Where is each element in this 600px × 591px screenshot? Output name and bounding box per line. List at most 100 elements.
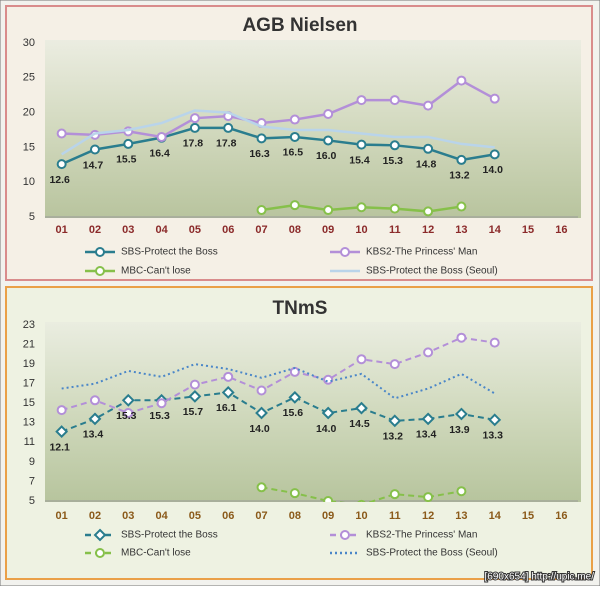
marker <box>221 386 235 399</box>
y-tick-label: 5 <box>29 495 35 507</box>
marker <box>156 131 167 142</box>
y-tick-label: 9 <box>29 456 35 468</box>
marker <box>340 247 350 257</box>
marker <box>89 144 100 155</box>
x-tick-label: 08 <box>289 224 301 236</box>
marker <box>56 159 67 170</box>
data-label: 13.9 <box>449 424 470 436</box>
marker <box>95 548 105 558</box>
marker <box>123 408 134 418</box>
x-tick-label: 01 <box>56 510 68 522</box>
data-label: 12.6 <box>49 174 70 186</box>
data-label: 17.8 <box>216 138 237 150</box>
y-tick-label: 5 <box>29 211 35 223</box>
marker <box>489 337 500 348</box>
marker <box>223 371 234 382</box>
series-line <box>61 336 495 415</box>
data-label: 14.0 <box>249 423 270 435</box>
marker <box>488 413 502 427</box>
x-tick-label: 12 <box>422 510 434 522</box>
marker <box>121 393 135 407</box>
marker <box>423 206 434 217</box>
marker <box>93 528 107 542</box>
marker <box>256 133 267 144</box>
marker <box>323 135 334 146</box>
marker <box>188 389 202 403</box>
series-line <box>60 109 495 156</box>
marker <box>389 140 400 151</box>
data-label: 13.3 <box>483 430 504 442</box>
marker <box>323 374 334 385</box>
x-tick-label: 11 <box>389 510 401 522</box>
x-tick-label: 10 <box>355 224 367 236</box>
data-label: 15.3 <box>383 155 404 167</box>
x-tick-label: 14 <box>489 224 502 236</box>
x-tick-label: 02 <box>89 510 101 522</box>
marker <box>256 385 267 396</box>
marker <box>289 366 300 377</box>
x-tick-label: 03 <box>122 510 134 522</box>
marker <box>456 201 467 212</box>
x-tick-label: 06 <box>222 510 234 522</box>
marker <box>340 530 350 540</box>
x-tick-label: 07 <box>255 510 267 522</box>
data-label: 14.0 <box>316 423 337 435</box>
plot <box>55 332 502 502</box>
marker <box>489 93 500 104</box>
x-tick-label: 15 <box>522 224 534 236</box>
data-label: 14.0 <box>483 164 504 176</box>
data-label: 13.4 <box>416 429 437 441</box>
x-tick-label: 11 <box>389 224 401 236</box>
marker <box>88 412 102 426</box>
legend-label: SBS-Protect the Boss (Seoul) <box>366 266 498 277</box>
y-tick-label: 25 <box>23 72 35 84</box>
x-tick-label: 02 <box>89 224 101 236</box>
x-tick-label: 05 <box>189 224 201 236</box>
legend-label: SBS-Protect the Boss <box>121 247 218 258</box>
marker <box>288 390 302 404</box>
marker <box>156 398 167 409</box>
marker <box>356 95 367 106</box>
marker <box>95 266 105 276</box>
marker <box>189 379 200 390</box>
marker <box>256 482 267 493</box>
marker <box>489 149 500 160</box>
x-tick-label: 13 <box>455 510 467 522</box>
marker <box>357 499 366 502</box>
marker <box>423 100 434 111</box>
x-tick-label: 04 <box>155 510 168 522</box>
x-tick-label: 09 <box>322 510 334 522</box>
plot <box>56 75 500 217</box>
y-tick-label: 19 <box>23 358 35 370</box>
marker <box>289 488 300 499</box>
data-label: 17.8 <box>183 138 204 150</box>
x-tick-label: 06 <box>222 224 234 236</box>
x-tick-label: 10 <box>355 510 367 522</box>
data-label: 13.4 <box>83 429 104 441</box>
marker <box>456 75 467 86</box>
data-label: 15.7 <box>183 406 204 418</box>
x-tick-label: 16 <box>555 510 567 522</box>
y-tick-label: 13 <box>23 417 35 429</box>
marker <box>389 95 400 106</box>
x-tick-label: 08 <box>289 510 301 522</box>
marker <box>289 200 300 211</box>
x-tick-label: 09 <box>322 224 334 236</box>
x-tick-label: 01 <box>56 224 68 236</box>
x-tick-label: 12 <box>422 224 434 236</box>
data-label: 14.7 <box>83 159 104 171</box>
legend-label: SBS-Protect the Boss <box>121 530 218 541</box>
y-tick-label: 15 <box>23 397 35 409</box>
marker <box>356 354 367 365</box>
data-label: 13.2 <box>449 170 470 182</box>
data-label: 15.4 <box>349 154 370 166</box>
marker <box>56 128 67 139</box>
marker <box>389 203 400 214</box>
data-label: 15.6 <box>283 407 304 419</box>
watermark: [690x654] http://upic.me/ <box>484 572 594 583</box>
y-tick-label: 7 <box>29 475 35 487</box>
marker <box>356 202 367 213</box>
data-label: 14.8 <box>416 159 437 171</box>
marker <box>289 114 300 125</box>
